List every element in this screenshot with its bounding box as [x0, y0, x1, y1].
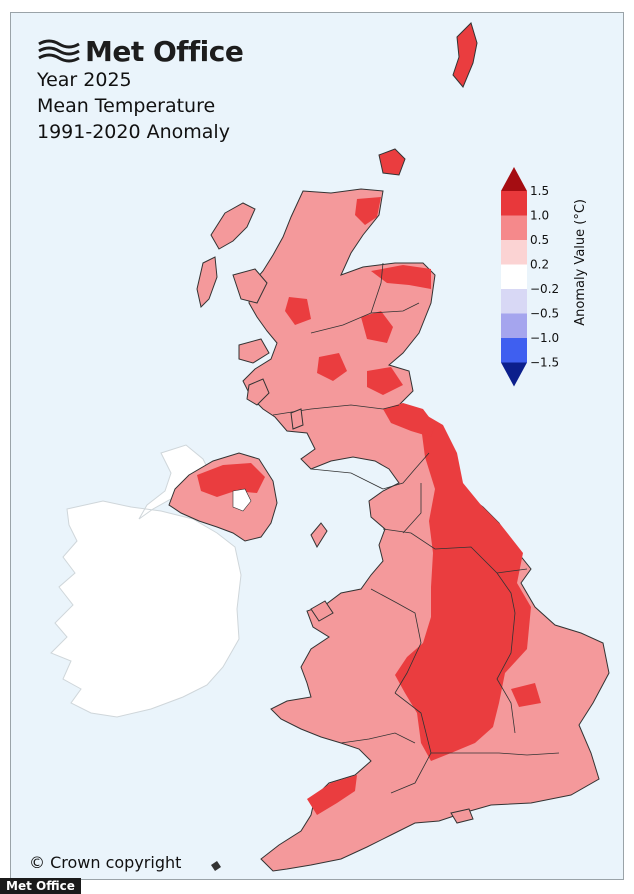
grampian-warm-zone [361, 311, 393, 343]
legend-bin [501, 338, 527, 363]
title-year: Year 2025 [37, 69, 132, 91]
isle-of-wight [450, 808, 474, 824]
mull [238, 338, 270, 364]
met-office-logo: Met Office [37, 35, 244, 68]
legend-bin [501, 264, 527, 289]
east-anglia-warm-zone [511, 683, 541, 707]
title-variable: Mean Temperature [37, 95, 216, 117]
ireland-landmass [50, 444, 242, 718]
lough-neagh [232, 488, 252, 512]
title-baseline: 1991-2020 Anomaly [37, 121, 230, 143]
skye [232, 268, 268, 304]
legend-tick-label: −0.5 [530, 307, 559, 321]
shetland [452, 22, 478, 88]
legend-tick-label: −0.2 [530, 282, 559, 296]
fife-warm-zone [367, 367, 403, 395]
met-office-waves-icon [38, 39, 80, 62]
arran [290, 408, 304, 430]
legend-tick-label: −1.5 [530, 356, 559, 370]
aberdeenshire-warm-zone [371, 265, 431, 289]
legend-bin [501, 313, 527, 338]
legend-over-triangle [501, 167, 527, 191]
islay [246, 378, 270, 406]
legend-title: Anomaly Value (°C) [573, 199, 588, 326]
uk-temperature-anomaly-map: 1.5 1.0 0.5 0.2 −0.2 −0.5 −1.0 −1.5 Anomaly Val… [50, 22, 610, 872]
northeast-coast-warm-zone [383, 403, 435, 437]
central-belt-warm-zone [317, 353, 347, 381]
scilly-isles [211, 861, 221, 871]
map-frame: 1.5 1.0 0.5 0.2 −0.2 −0.5 −1.0 −1.5 Anomaly Val… [10, 12, 624, 880]
legend-colorbar: 1.5 1.0 0.5 0.2 −0.2 −0.5 −1.0 −1.5 [501, 167, 559, 387]
outer-hebrides-south [196, 256, 218, 308]
region-boundaries [272, 262, 560, 794]
legend-tick-label: 1.5 [530, 184, 549, 198]
orkney [378, 148, 406, 176]
outer-hebrides-north [210, 202, 256, 250]
southwest-warm-zone [307, 775, 357, 815]
legend-bin [501, 215, 527, 240]
watermark: Met Office [0, 878, 81, 894]
isle-of-man [310, 522, 328, 549]
brand-name: Met Office [85, 35, 244, 68]
copyright-notice: © Crown copyright [29, 853, 182, 872]
legend-tick-label: −1.0 [530, 331, 559, 345]
legend-tick-label: 0.5 [530, 233, 549, 247]
legend-tick-label: 0.2 [530, 258, 549, 272]
legend-bin [501, 191, 527, 216]
legend-tick-label: 1.0 [530, 209, 549, 223]
northern-ireland-warm-zone [197, 463, 265, 497]
anglesey [310, 600, 334, 622]
west-highland-warm-zone [285, 297, 311, 325]
legend-bin [501, 289, 527, 314]
england-warm-zone [395, 411, 531, 761]
legend-under-triangle [501, 362, 527, 387]
legend-bin [501, 240, 527, 265]
highland-warm-zone [355, 197, 381, 225]
scottish-islands [196, 22, 478, 430]
